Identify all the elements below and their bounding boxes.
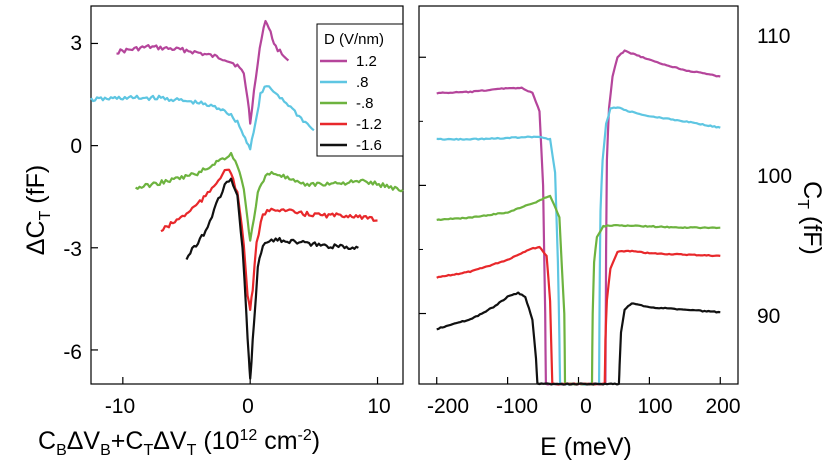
legend-label-neg-1-2: -1.2 [356, 116, 382, 133]
left-panel: -10 0 10 3 0 -3 -6 ΔCT (fF) CBΔVB+CTΔVT … [22, 5, 404, 459]
right-ticks [419, 56, 721, 384]
left-ytick-label: -3 [63, 238, 82, 261]
right-ytick-label: 90 [757, 305, 780, 328]
right-xtick-label: 0 [580, 395, 592, 418]
legend-label-neg-1-6: -1.6 [356, 137, 382, 154]
right-y-axis-title: CT (fF) [794, 181, 826, 255]
left-ytick-label: 3 [70, 32, 82, 55]
left-series-line [116, 19, 290, 125]
left-ytick-label: -6 [63, 341, 82, 364]
left-series [90, 19, 404, 380]
legend-title: D (V/nm) [324, 31, 384, 48]
left-xtick-label: 10 [367, 395, 390, 418]
right-x-axis-title: E (meV) [540, 433, 632, 461]
right-xtick-label: 200 [705, 395, 740, 418]
legend: D (V/nm) 1.2 .8 -.8 -1.2 -1.6 [316, 23, 404, 157]
left-xtick-label: -10 [105, 395, 135, 418]
right-ytick-label: 110 [757, 25, 790, 48]
left-series-line [185, 177, 359, 380]
right-series [436, 49, 721, 386]
left-series-line [135, 151, 404, 242]
left-plot-frame [90, 5, 404, 385]
left-x-axis-title: CBΔVB+CTΔVT (1012 cm-2) [38, 427, 320, 459]
right-series-line [436, 291, 721, 386]
left-xtick-label: 0 [242, 395, 254, 418]
right-series-line [436, 194, 721, 386]
left-series-line [160, 168, 378, 311]
right-series-line [436, 106, 721, 386]
left-series-line [90, 85, 315, 151]
right-xtick-label: -100 [496, 395, 538, 418]
right-ytick-label: 100 [757, 165, 792, 188]
legend-box [316, 23, 404, 157]
right-xtick-label: -200 [427, 395, 469, 418]
legend-label-0-8: .8 [356, 74, 369, 91]
right-plot-frame [418, 5, 739, 385]
legend-label-1-2: 1.2 [356, 53, 377, 70]
legend-label-neg-0-8: -.8 [356, 95, 374, 112]
left-y-axis-title: ΔCT (fF) [22, 165, 54, 255]
right-xtick-label: 100 [637, 395, 672, 418]
right-panel: -200 -100 0 100 200 110 100 90 E (meV) C… [418, 5, 826, 461]
left-ytick-label: 0 [70, 135, 82, 158]
